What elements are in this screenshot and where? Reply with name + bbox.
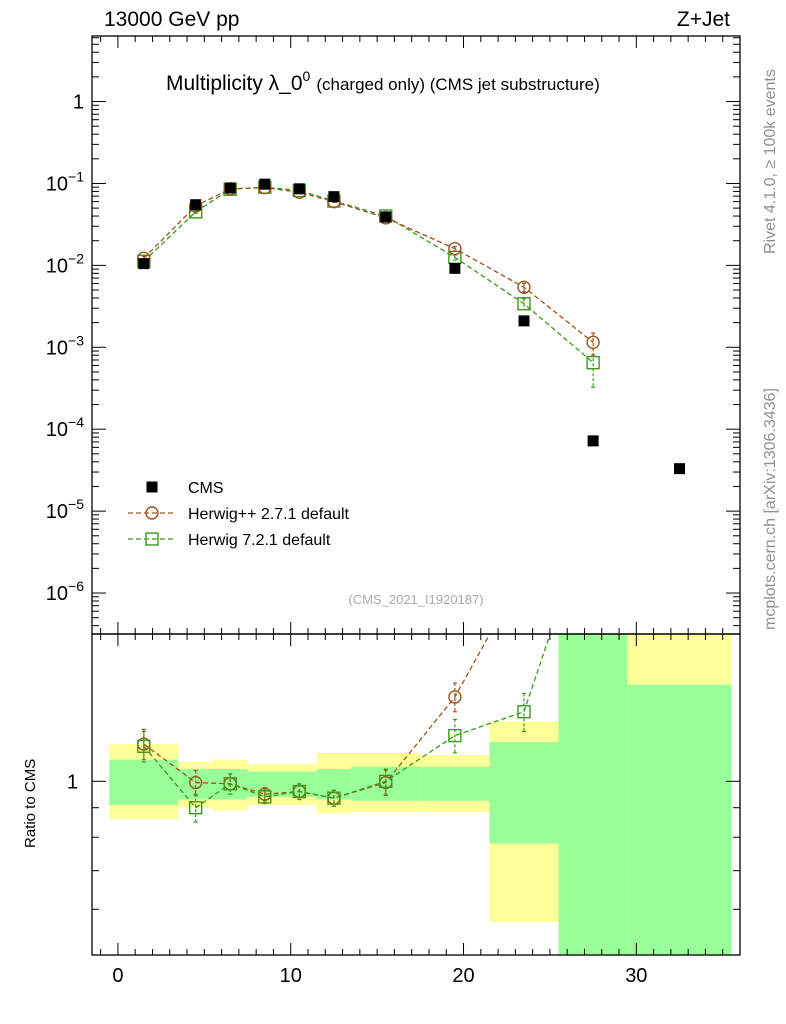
herwig7-ratio-point — [587, 500, 599, 512]
x-tick-label: 30 — [625, 965, 647, 987]
y-tick-label: 10−6 — [46, 578, 84, 605]
y-tick-label: 10−3 — [46, 332, 84, 359]
y-tick-base: 10 — [46, 419, 68, 441]
y-tick-label: 10−4 — [46, 414, 84, 441]
legend-marker-herwigpp — [145, 506, 159, 520]
legend: CMS Herwig++ 2.7.1 default Herwig 7.2.1 de… — [128, 480, 350, 549]
herwigpp-ratio-point — [188, 775, 203, 790]
chart-title-sup: 0 — [303, 68, 311, 84]
herwigpp-line — [143, 186, 594, 343]
cms-point — [518, 315, 530, 327]
y-tick-label: 10−2 — [46, 250, 84, 277]
herwigpp-ratio-point — [518, 567, 530, 579]
x-tick-label: 0 — [112, 965, 123, 987]
chart-title: Multiplicity λ_00 (charged only) (CMS jet… — [166, 68, 600, 95]
legend-label-herwigpp: Herwig++ 2.7.1 default — [188, 506, 350, 523]
y-tick-exponent: −2 — [68, 250, 84, 266]
herwig7-ratio-point — [188, 801, 203, 815]
herwig7-point — [586, 355, 600, 370]
herwig7-ratio-point — [223, 777, 237, 791]
x-tick-label: 20 — [452, 965, 474, 987]
herwigpp-point — [517, 280, 531, 294]
x-tick-label: 10 — [280, 965, 302, 987]
cms-point — [190, 199, 202, 211]
y-tick-exponent: −5 — [68, 496, 84, 512]
legend-label-herwig7: Herwig 7.2.1 default — [188, 532, 331, 549]
ratio-series-group — [137, 500, 599, 823]
y-tick-exponent: −3 — [68, 332, 84, 348]
herwigpp-point — [448, 241, 462, 256]
y-tick-exponent: −6 — [68, 578, 84, 594]
cms-point — [380, 211, 392, 223]
y-tick-base: 10 — [46, 255, 68, 277]
y-tick-exponent: −1 — [68, 168, 84, 184]
cms-point — [224, 182, 236, 194]
ratio-uncertainty-bands — [109, 634, 732, 955]
herwig7-ratio-point — [258, 790, 272, 804]
band-green-9 — [558, 634, 628, 955]
herwig7-line — [143, 186, 594, 364]
chart-title-main: Multiplicity λ_0 — [166, 72, 303, 95]
herwig7-ratio-point — [137, 739, 151, 753]
ratio-plot-frame — [91, 633, 741, 956]
cms-point — [259, 178, 271, 190]
band-green-10 — [627, 684, 732, 955]
herwigpp-ratio-point — [448, 690, 462, 704]
y-tick-base: 10 — [46, 173, 68, 195]
y-tick-base: 1 — [73, 92, 84, 114]
cms-point — [293, 183, 305, 195]
band-green-0 — [109, 759, 179, 805]
header-left-label: 13000 GeV pp — [104, 8, 240, 31]
chart-title-rest: (charged only) (CMS jet substructure) — [316, 75, 599, 94]
y-tick-label: 10−5 — [46, 496, 84, 523]
legend-marker-cms — [146, 481, 158, 493]
y-tick-base: 10 — [46, 583, 68, 605]
header-right-label: Z+Jet — [676, 8, 730, 31]
cms-point — [328, 191, 340, 203]
herwig7-ratio-point — [448, 728, 462, 743]
herwig7-point — [517, 297, 531, 311]
cms-point — [138, 258, 150, 270]
cms-point — [449, 262, 461, 274]
herwig7-ratio-point — [517, 705, 531, 719]
band-green-8 — [489, 741, 559, 844]
herwig7-ratio-line — [143, 634, 551, 809]
ratio-y-tick-label: 1 — [67, 771, 78, 793]
legend-label-cms: CMS — [188, 480, 224, 497]
cms-point — [587, 435, 599, 447]
y-tick-exponent: −4 — [68, 414, 84, 430]
legend-marker-herwig7 — [145, 532, 159, 546]
cms-point — [674, 463, 686, 475]
y-tick-base: 10 — [46, 501, 68, 523]
herwig7-ratio-point — [327, 791, 341, 805]
main-series-group — [137, 178, 686, 475]
y-tick-label: 10−1 — [46, 168, 84, 195]
herwigpp-point — [586, 335, 600, 350]
axes-group — [91, 35, 741, 956]
analysis-id-label: (CMS_2021_I1920187) — [348, 592, 483, 607]
band-green-7 — [420, 766, 490, 801]
herwig7-ratio-point — [292, 784, 307, 799]
y-tick-base: 10 — [46, 337, 68, 359]
y-tick-label: 1 — [73, 92, 84, 114]
herwig7-ratio-point — [379, 774, 393, 788]
